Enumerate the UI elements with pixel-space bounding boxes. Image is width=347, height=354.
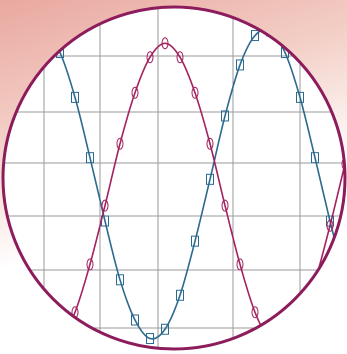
- plot-background: [3, 7, 345, 349]
- chart: [0, 0, 347, 354]
